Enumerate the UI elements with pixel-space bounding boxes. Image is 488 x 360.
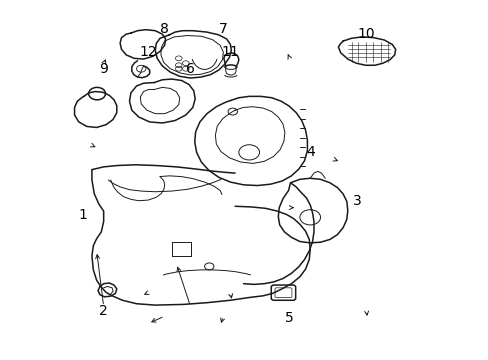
Text: 1: 1 <box>78 208 87 221</box>
Text: 11: 11 <box>221 45 239 59</box>
Text: 7: 7 <box>219 22 227 36</box>
Text: 12: 12 <box>139 45 157 59</box>
Text: 5: 5 <box>284 311 293 325</box>
Text: 8: 8 <box>160 22 169 36</box>
Text: 3: 3 <box>352 194 361 208</box>
Text: 2: 2 <box>99 304 108 318</box>
Text: 6: 6 <box>186 62 195 76</box>
Text: 10: 10 <box>357 27 375 41</box>
Text: 4: 4 <box>305 145 314 159</box>
Text: 9: 9 <box>99 62 108 76</box>
